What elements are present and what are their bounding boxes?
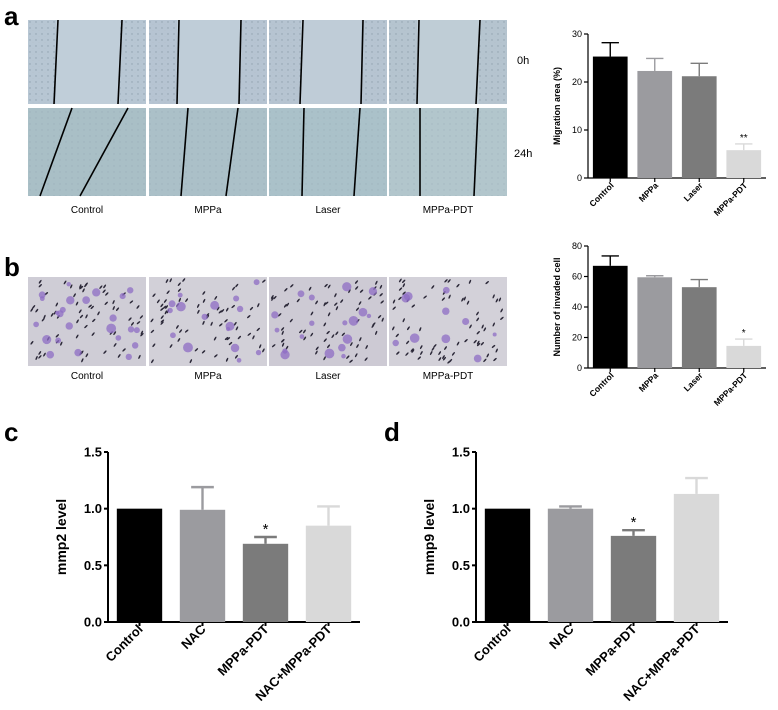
- caption-a-mppa-pdt: MPPa-PDT: [422, 205, 474, 216]
- wound-healing-micrographs: [28, 20, 507, 197]
- bar-control: [116, 508, 163, 622]
- bar-nac-mppa-pdt: [305, 525, 352, 622]
- bar-mppa-pdt: [726, 150, 762, 178]
- y-tick-label: 1.0: [452, 501, 470, 516]
- bar-laser: [681, 76, 717, 178]
- panel-label-a: a: [4, 1, 19, 31]
- micrograph-laser-24h: [269, 107, 387, 197]
- x-tick-label: MPPa: [637, 370, 661, 394]
- bar-mppa-pdt: [726, 345, 762, 368]
- y-tick-label: 20: [572, 77, 582, 87]
- bar-nac: [547, 508, 594, 622]
- y-axis-label: mmp2 level: [53, 499, 69, 575]
- bar-control: [592, 56, 628, 179]
- y-tick-label: 20: [572, 333, 582, 343]
- significance-marker: **: [740, 133, 748, 144]
- micrograph-mppa-pdt-24h: [389, 107, 507, 197]
- micrograph-laser-0h: [269, 20, 387, 105]
- caption-a-control: Control: [70, 205, 104, 216]
- y-tick-label: 0: [577, 173, 582, 183]
- chart-mmp9-level: 0.0 0.5 1.0 1.5 mmp9 level Control NAC * MPPa-PD…: [421, 445, 728, 704]
- y-tick-label: 0.0: [452, 615, 470, 630]
- bar-mppa: [637, 70, 673, 178]
- micrograph-control-invasion: [28, 277, 146, 366]
- caption-a-laser: Laser: [315, 205, 341, 216]
- y-tick-label: 1.0: [84, 501, 102, 516]
- caption-b-laser: Laser: [315, 371, 341, 382]
- caption-b-mppa: MPPa: [194, 371, 222, 382]
- time-label-0h: 0h: [517, 55, 530, 67]
- significance-marker: *: [742, 328, 746, 339]
- y-tick-label: 0.5: [84, 558, 102, 573]
- x-tick-label: Control: [102, 622, 145, 665]
- significance-marker: *: [263, 521, 269, 538]
- bar-control: [592, 265, 628, 368]
- x-tick-label: MPPa-PDT: [712, 370, 750, 408]
- y-tick-label: 40: [572, 302, 582, 312]
- caption-a-mppa: MPPa: [194, 205, 222, 216]
- transwell-invasion-micrographs: [28, 277, 507, 366]
- x-tick-label: Control: [587, 180, 615, 208]
- significance-marker: *: [631, 514, 637, 531]
- y-tick-label: 0: [577, 363, 582, 373]
- y-tick-label: 30: [572, 29, 582, 39]
- y-tick-label: 0.0: [84, 615, 102, 630]
- bar-mppa-pdt: [242, 543, 289, 622]
- y-tick-label: 1.5: [84, 445, 102, 460]
- bar-nac-mppa-pdt: [673, 493, 720, 622]
- y-axis-label: mmp9 level: [421, 499, 437, 575]
- x-tick-label: Control: [470, 622, 513, 665]
- panel-label-c: c: [4, 417, 19, 447]
- y-axis-label: Number of invaded cell: [552, 257, 562, 356]
- x-tick-label: NAC: [546, 621, 577, 652]
- y-tick-label: 0.5: [452, 558, 470, 573]
- bar-mppa-pdt: [610, 535, 657, 622]
- x-tick-label: NAC: [178, 621, 209, 652]
- y-tick-label: 80: [572, 241, 582, 251]
- caption-b-control: Control: [70, 371, 104, 382]
- x-tick-label: MPPa-PDT: [215, 621, 272, 678]
- x-tick-label: Laser: [682, 180, 706, 204]
- micrograph-mppa-pdt-0h: [389, 20, 507, 105]
- chart-migration-area: 0 10 20 30 Migration area (%) Control MPPa Lase…: [552, 29, 766, 218]
- panel-label-b: b: [4, 252, 20, 282]
- micrograph-mppa-invasion: [149, 277, 267, 366]
- x-tick-label: Control: [587, 370, 615, 398]
- bar-control: [484, 508, 531, 622]
- y-tick-label: 60: [572, 272, 582, 282]
- bar-nac: [179, 509, 226, 622]
- time-label-24h: 24h: [514, 148, 533, 160]
- micrograph-control-0h: [28, 20, 146, 105]
- caption-b-mppa-pdt: MPPa-PDT: [422, 371, 474, 382]
- x-tick-label: Laser: [682, 370, 706, 394]
- micrograph-mppa-0h: [149, 20, 267, 105]
- x-tick-label: MPPa: [637, 180, 661, 204]
- x-tick-label: MPPa-PDT: [583, 621, 640, 678]
- bar-laser: [681, 287, 717, 368]
- panel-label-d: d: [384, 417, 400, 447]
- y-axis-label: Migration area (%): [552, 67, 562, 145]
- chart-mmp2-level: 0.0 0.5 1.0 1.5 mmp2 level Control NAC * MPPa-PD…: [53, 445, 360, 704]
- micrograph-control-24h: [28, 107, 146, 197]
- chart-invaded-cells: 0 20 40 60 80 Number of invaded cell Control MP…: [552, 241, 766, 408]
- y-tick-label: 10: [572, 125, 582, 135]
- x-tick-label: MPPa-PDT: [712, 180, 750, 218]
- bar-mppa: [637, 277, 673, 368]
- micrograph-mppa-24h: [149, 107, 267, 197]
- y-tick-label: 1.5: [452, 445, 470, 460]
